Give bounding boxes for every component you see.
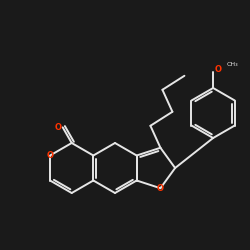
Text: CH₃: CH₃ — [227, 62, 239, 66]
Text: O: O — [46, 151, 54, 160]
Text: O: O — [54, 123, 61, 132]
Text: O: O — [214, 66, 222, 74]
Text: O: O — [157, 184, 164, 193]
